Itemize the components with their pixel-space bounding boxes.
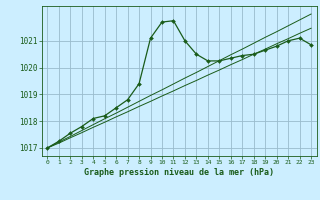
X-axis label: Graphe pression niveau de la mer (hPa): Graphe pression niveau de la mer (hPa) (84, 168, 274, 177)
